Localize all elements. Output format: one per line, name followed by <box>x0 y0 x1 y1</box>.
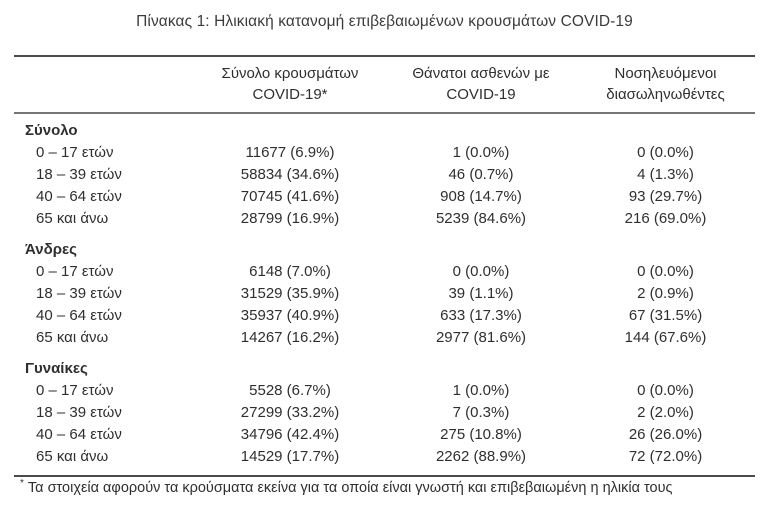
intubated-value: 0 (0.0%) <box>637 263 694 280</box>
cases-value: 34796 (42.4%) <box>240 426 340 443</box>
intubated-value: 0 (0.0%) <box>637 382 694 399</box>
section-label: Γυναίκες <box>25 360 88 377</box>
cases-value: 70745 (41.6%) <box>240 188 340 205</box>
deaths-value: 7 (0.3%) <box>452 404 510 421</box>
table-row: 18 – 39 ετών 58834 (34.6%) 46 (0.7%) 4 (… <box>14 164 755 186</box>
age-label: 65 και άνω <box>36 329 109 346</box>
section-label: Σύνολο <box>25 122 78 139</box>
page-title: Πίνακας 1: Ηλικιακή κατανομή επιβεβαιωμέ… <box>136 13 633 30</box>
footnote-text: Τα στοιχεία αφορούν τα κρούσματα εκείνα … <box>27 480 673 496</box>
cases-value: 5528 (6.7%) <box>249 382 331 399</box>
table-row: 40 – 64 ετών 35937 (40.9%) 633 (17.3%) 6… <box>14 305 755 327</box>
intubated-value: 4 (1.3%) <box>637 166 694 183</box>
intubated-value: 2 (0.9%) <box>637 285 694 302</box>
age-label: 65 και άνω <box>36 448 109 465</box>
deaths-value: 2262 (88.9%) <box>435 448 527 465</box>
age-label: 18 – 39 ετών <box>36 166 122 183</box>
intubated-value: 72 (72.0%) <box>628 448 703 465</box>
cases-value: 11677 (6.9%) <box>245 144 335 161</box>
age-label: 0 – 17 ετών <box>36 144 114 161</box>
cases-value: 14529 (17.7%) <box>240 448 340 465</box>
cases-value: 27299 (33.2%) <box>240 404 340 421</box>
deaths-value: 1 (0.0%) <box>452 382 510 399</box>
table-row: 0 – 17 ετών 6148 (7.0%) 0 (0.0%) 0 (0.0%… <box>14 261 755 283</box>
intubated-value: 216 (69.0%) <box>624 210 707 227</box>
deaths-value: 275 (10.8%) <box>440 426 522 443</box>
header-deaths-line2: COVID-19 <box>446 86 516 103</box>
age-label: 40 – 64 ετών <box>36 426 122 443</box>
table-row: 0 – 17 ετών 5528 (6.7%) 1 (0.0%) 0 (0.0%… <box>14 380 755 402</box>
section-women: Γυναίκες 0 – 17 ετών 5528 (6.7%) 1 (0.0%… <box>14 358 755 468</box>
age-label: 65 και άνω <box>36 210 109 227</box>
table-row: 40 – 64 ετών 34796 (42.4%) 275 (10.8%) 2… <box>14 424 755 446</box>
section-label: Άνδρες <box>25 241 77 258</box>
intubated-value: 0 (0.0%) <box>637 144 694 161</box>
header-intubated-line1: Νοσηλευόμενοι <box>614 65 717 82</box>
table-row: 65 και άνω 14529 (17.7%) 2262 (88.9%) 72… <box>14 446 755 468</box>
section-total: Σύνολο 0 – 17 ετών 11677 (6.9%) 1 (0.0%)… <box>14 120 755 230</box>
table-row: 40 – 64 ετών 70745 (41.6%) 908 (14.7%) 9… <box>14 186 755 208</box>
cases-value: 6148 (7.0%) <box>249 263 331 280</box>
section-men: Άνδρες 0 – 17 ετών 6148 (7.0%) 0 (0.0%) … <box>14 239 755 349</box>
cases-value: 28799 (16.9%) <box>240 210 340 227</box>
cases-value: 14267 (16.2%) <box>240 329 340 346</box>
age-label: 0 – 17 ετών <box>36 263 114 280</box>
table-row: 18 – 39 ετών 31529 (35.9%) 39 (1.1%) 2 (… <box>14 283 755 305</box>
header-deaths-line1: Θάνατοι ασθενών με <box>412 65 550 82</box>
deaths-value: 2977 (81.6%) <box>435 329 527 346</box>
age-label: 18 – 39 ετών <box>36 285 122 302</box>
age-label: 18 – 39 ετών <box>36 404 122 421</box>
footnote: * Τα στοιχεία αφορούν τα κρούσματα εκείνα… <box>14 477 755 496</box>
intubated-value: 26 (26.0%) <box>628 426 703 443</box>
cases-value: 35937 (40.9%) <box>240 307 340 324</box>
header-intubated-line2: διασωληνωθέντες <box>606 86 725 103</box>
table-row: 18 – 39 ετών 27299 (33.2%) 7 (0.3%) 2 (2… <box>14 402 755 424</box>
table-row: 0 – 17 ετών 11677 (6.9%) 1 (0.0%) 0 (0.0… <box>14 142 755 164</box>
deaths-value: 5239 (84.6%) <box>435 210 527 227</box>
intubated-value: 144 (67.6%) <box>624 329 707 346</box>
table-header-row: Σύνολο κρουσμάτων COVID-19* Θάνατοι ασθε… <box>14 55 755 114</box>
header-cases: Σύνολο κρουσμάτων COVID-19* <box>194 63 386 105</box>
table-row: 65 και άνω 14267 (16.2%) 2977 (81.6%) 14… <box>14 327 755 349</box>
header-deaths: Θάνατοι ασθενών με COVID-19 <box>386 63 576 105</box>
deaths-value: 39 (1.1%) <box>448 285 514 302</box>
table-row: 65 και άνω 28799 (16.9%) 5239 (84.6%) 21… <box>14 208 755 230</box>
header-cases-line2: COVID-19* <box>252 86 328 103</box>
deaths-value: 0 (0.0%) <box>452 263 510 280</box>
table-body: Σύνολο 0 – 17 ετών 11677 (6.9%) 1 (0.0%)… <box>14 114 755 477</box>
header-cases-line1: Σύνολο κρουσμάτων <box>221 65 359 82</box>
cases-value: 31529 (35.9%) <box>240 285 340 302</box>
intubated-value: 93 (29.7%) <box>628 188 703 205</box>
deaths-value: 1 (0.0%) <box>452 144 510 161</box>
intubated-value: 2 (2.0%) <box>637 404 694 421</box>
intubated-value: 67 (31.5%) <box>628 307 703 324</box>
deaths-value: 46 (0.7%) <box>448 166 514 183</box>
deaths-value: 633 (17.3%) <box>440 307 522 324</box>
footnote-marker: * <box>20 478 24 490</box>
age-label: 40 – 64 ετών <box>36 188 122 205</box>
deaths-value: 908 (14.7%) <box>440 188 522 205</box>
age-label: 40 – 64 ετών <box>36 307 122 324</box>
header-intubated: Νοσηλευόμενοι διασωληνωθέντες <box>576 63 755 105</box>
covid-age-table: Σύνολο κρουσμάτων COVID-19* Θάνατοι ασθε… <box>14 55 755 496</box>
cases-value: 58834 (34.6%) <box>240 166 340 183</box>
age-label: 0 – 17 ετών <box>36 382 114 399</box>
